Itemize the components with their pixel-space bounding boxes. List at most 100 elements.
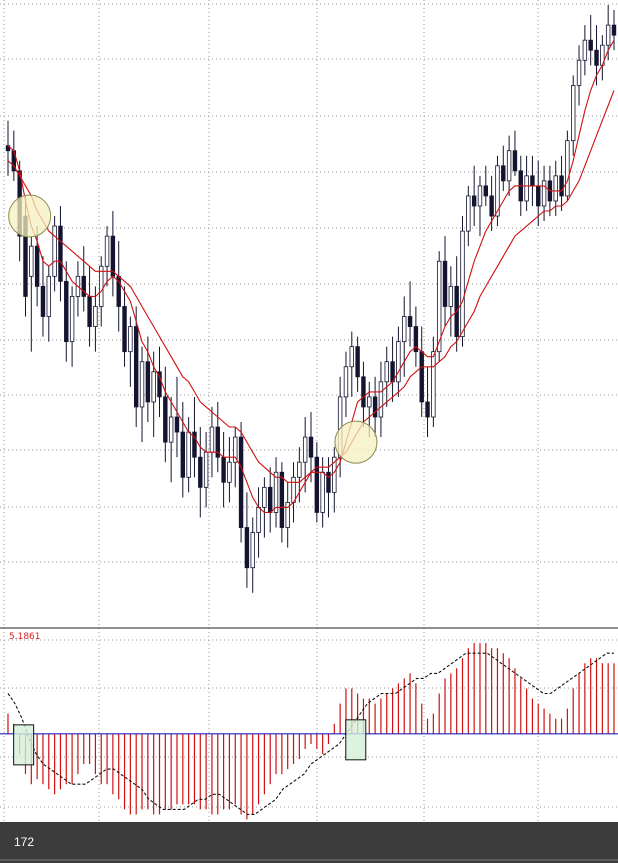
candle xyxy=(180,401,186,498)
candle-body-down xyxy=(530,175,535,187)
candle xyxy=(215,401,220,473)
candle xyxy=(139,346,145,443)
candle-body-down xyxy=(594,49,599,66)
candle-body-down xyxy=(215,426,220,458)
candle xyxy=(425,366,430,438)
candle-body-up xyxy=(402,316,407,343)
candle xyxy=(442,236,448,327)
candle-body-down xyxy=(536,185,541,207)
candle xyxy=(576,45,582,106)
candle xyxy=(600,35,605,81)
candle-body-up xyxy=(99,265,104,307)
candle xyxy=(308,411,314,483)
candle xyxy=(588,15,593,66)
candle xyxy=(483,165,489,206)
candle-body-up xyxy=(285,501,290,528)
candle-body-down xyxy=(64,280,69,343)
moving-average-slow xyxy=(7,90,615,483)
candle-body-up xyxy=(52,225,57,277)
candle-body-up xyxy=(262,486,267,508)
candle-body-up xyxy=(448,285,454,307)
candle xyxy=(407,281,413,347)
candle-body-down xyxy=(34,245,40,287)
candle xyxy=(384,346,389,407)
candle xyxy=(34,226,40,307)
candle xyxy=(611,10,617,51)
candle xyxy=(372,376,378,438)
candle-body-up xyxy=(436,260,442,353)
candle xyxy=(52,216,57,292)
candle-layer xyxy=(5,5,617,593)
candle-body-up xyxy=(46,275,51,317)
candle-body-up xyxy=(460,230,465,338)
candle-body-up xyxy=(541,180,547,207)
candle xyxy=(174,376,180,458)
candle xyxy=(495,155,500,227)
candle-body-down xyxy=(174,416,180,433)
ma-layer xyxy=(7,39,615,513)
candle xyxy=(244,492,250,588)
candle xyxy=(349,331,354,397)
candle-body-up xyxy=(384,361,389,383)
grid-layer xyxy=(0,0,618,822)
candle xyxy=(524,155,529,212)
candle-body-down xyxy=(308,436,314,458)
candle xyxy=(332,447,337,513)
candle xyxy=(302,416,308,493)
candle xyxy=(116,241,121,332)
candle-body-up xyxy=(396,341,401,383)
candle xyxy=(168,396,174,483)
candle xyxy=(279,462,285,543)
candle-body-down xyxy=(588,39,593,51)
candle xyxy=(221,432,226,508)
candle xyxy=(110,211,116,297)
candle xyxy=(396,326,401,397)
candle xyxy=(448,266,454,337)
candle-body-up xyxy=(233,436,238,463)
candle xyxy=(571,75,576,156)
candle-body-down xyxy=(180,431,186,478)
candle xyxy=(477,175,483,237)
candle xyxy=(361,361,366,428)
candle-body-up xyxy=(553,175,558,202)
candle xyxy=(553,160,558,217)
signal-box-highlight xyxy=(345,719,367,761)
candle xyxy=(238,422,244,543)
candle xyxy=(506,135,512,196)
candle xyxy=(466,185,471,247)
candle-body-down xyxy=(559,175,564,197)
candle xyxy=(501,145,506,191)
candle xyxy=(227,437,232,503)
candle-body-down xyxy=(326,471,331,493)
candle-body-down xyxy=(442,260,448,307)
hist-layer xyxy=(7,643,615,820)
candle-body-up xyxy=(320,471,325,513)
candle-body-down xyxy=(419,351,424,403)
candle-body-up xyxy=(209,426,215,453)
candle xyxy=(559,155,564,212)
candle-body-up xyxy=(291,476,296,503)
candle-body-up xyxy=(466,195,471,232)
candle xyxy=(378,361,384,438)
candle-body-up xyxy=(378,381,384,418)
candle-body-up xyxy=(128,326,133,353)
candle xyxy=(87,266,92,347)
candle-body-up xyxy=(203,451,209,488)
candle-body-up xyxy=(297,461,302,478)
signal-circle-highlight xyxy=(334,420,378,464)
candle-body-up xyxy=(256,507,261,533)
candle-body-down xyxy=(133,326,139,408)
candle-body-up xyxy=(524,175,529,202)
candle-body-down xyxy=(279,471,285,528)
candle xyxy=(512,130,518,176)
candle-body-down xyxy=(501,165,506,182)
candle xyxy=(122,286,127,367)
candle-body-up xyxy=(139,361,145,408)
candle-body-down xyxy=(192,431,197,458)
candle xyxy=(46,266,51,342)
candle xyxy=(460,216,465,347)
candle xyxy=(75,261,81,317)
candle-body-down xyxy=(87,296,92,327)
indicator-value-label: 5.1861 xyxy=(9,632,41,642)
